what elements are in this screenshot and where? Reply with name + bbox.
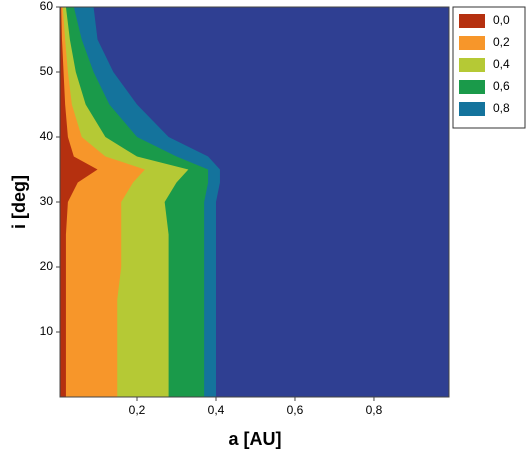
x-tick-label: 0,6 bbox=[287, 403, 304, 417]
x-tick-label: 0,2 bbox=[129, 403, 146, 417]
legend-label: 0,2 bbox=[493, 35, 510, 49]
y-tick-label: 50 bbox=[40, 64, 54, 78]
legend-label: 0,0 bbox=[493, 13, 510, 27]
y-tick-label: 40 bbox=[40, 129, 54, 143]
legend-label: 0,8 bbox=[493, 101, 510, 115]
y-tick-label: 20 bbox=[40, 259, 54, 273]
legend-label: 0,6 bbox=[493, 79, 510, 93]
legend-swatch bbox=[459, 80, 485, 94]
legend: 0,0 0,2 0,4 0,6 0,8 bbox=[452, 6, 526, 129]
legend-swatch bbox=[459, 36, 485, 50]
legend-swatch bbox=[459, 102, 485, 116]
plot-area bbox=[60, 7, 449, 397]
x-tick-label: 0,4 bbox=[208, 403, 225, 417]
y-tick-label: 10 bbox=[40, 324, 54, 338]
x-axis-title: a [AU] bbox=[229, 429, 282, 449]
contour-region bbox=[60, 7, 98, 397]
legend-swatch bbox=[459, 14, 485, 28]
y-tick-label: 60 bbox=[40, 0, 54, 13]
x-tick-label: 0,8 bbox=[366, 403, 383, 417]
y-axis-title: i [deg] bbox=[9, 175, 29, 229]
legend-label: 0,4 bbox=[493, 57, 510, 71]
legend-swatch bbox=[459, 58, 485, 72]
contour-region bbox=[60, 7, 145, 397]
y-tick-label: 30 bbox=[40, 194, 54, 208]
